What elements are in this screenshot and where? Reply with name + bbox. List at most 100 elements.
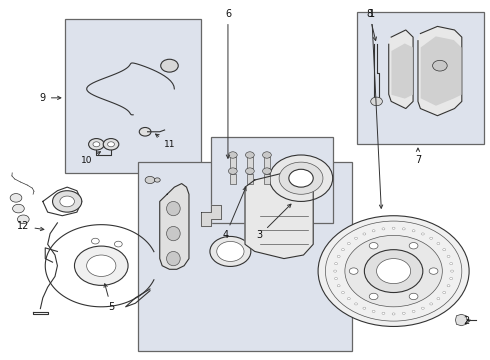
- Circle shape: [433, 60, 447, 71]
- Circle shape: [74, 246, 128, 285]
- Circle shape: [93, 142, 100, 147]
- Circle shape: [430, 303, 433, 305]
- Bar: [264, 174, 270, 184]
- Text: 4: 4: [222, 187, 246, 240]
- Bar: [230, 174, 236, 184]
- Circle shape: [60, 196, 74, 207]
- Circle shape: [355, 237, 358, 239]
- Polygon shape: [245, 173, 313, 258]
- Circle shape: [355, 303, 358, 305]
- Text: 8: 8: [366, 9, 376, 40]
- Circle shape: [443, 292, 446, 294]
- Circle shape: [382, 312, 385, 314]
- Circle shape: [392, 313, 395, 315]
- Text: 7: 7: [415, 148, 421, 165]
- Circle shape: [345, 235, 442, 307]
- Circle shape: [349, 268, 358, 274]
- Circle shape: [228, 168, 237, 174]
- Circle shape: [347, 243, 350, 244]
- Circle shape: [245, 152, 254, 158]
- Circle shape: [376, 258, 411, 284]
- Circle shape: [263, 152, 271, 158]
- Circle shape: [421, 307, 424, 309]
- Circle shape: [402, 228, 405, 230]
- Circle shape: [371, 97, 382, 106]
- Circle shape: [245, 168, 254, 174]
- Text: 6: 6: [225, 9, 231, 158]
- Circle shape: [369, 243, 378, 249]
- Circle shape: [92, 238, 99, 244]
- Circle shape: [450, 262, 453, 265]
- Circle shape: [87, 255, 116, 276]
- Bar: [138, 162, 352, 351]
- Circle shape: [342, 249, 344, 251]
- Circle shape: [139, 127, 151, 136]
- Bar: [230, 157, 236, 168]
- Text: 9: 9: [40, 93, 61, 103]
- Text: 1: 1: [368, 9, 383, 208]
- Circle shape: [337, 285, 340, 287]
- Circle shape: [270, 155, 333, 202]
- Circle shape: [337, 255, 340, 257]
- Text: 10: 10: [81, 152, 100, 165]
- Circle shape: [334, 270, 337, 272]
- Polygon shape: [456, 314, 467, 326]
- Circle shape: [402, 312, 405, 314]
- Circle shape: [382, 228, 385, 230]
- Circle shape: [409, 243, 418, 249]
- Text: 5: 5: [104, 284, 114, 312]
- Bar: [247, 157, 253, 168]
- Circle shape: [13, 204, 24, 213]
- Circle shape: [103, 139, 119, 150]
- Circle shape: [363, 307, 366, 309]
- Circle shape: [335, 278, 338, 280]
- Circle shape: [217, 242, 244, 261]
- Text: 3: 3: [257, 204, 291, 240]
- Circle shape: [412, 310, 415, 312]
- Circle shape: [412, 230, 415, 232]
- Circle shape: [18, 215, 29, 224]
- Circle shape: [437, 298, 440, 300]
- Circle shape: [289, 169, 313, 187]
- Polygon shape: [392, 44, 412, 98]
- Circle shape: [161, 59, 178, 72]
- Circle shape: [372, 230, 375, 232]
- Circle shape: [279, 162, 323, 194]
- Circle shape: [443, 249, 446, 251]
- Circle shape: [421, 233, 424, 235]
- Ellipse shape: [167, 202, 180, 216]
- Circle shape: [447, 255, 450, 257]
- Circle shape: [430, 237, 433, 239]
- Polygon shape: [418, 26, 462, 116]
- Text: 12: 12: [17, 221, 44, 231]
- Circle shape: [437, 243, 440, 244]
- Polygon shape: [160, 184, 189, 269]
- Bar: [357, 12, 484, 144]
- Circle shape: [447, 285, 450, 287]
- Circle shape: [392, 227, 395, 229]
- Circle shape: [52, 191, 82, 212]
- Circle shape: [108, 142, 115, 147]
- Circle shape: [89, 139, 104, 150]
- Circle shape: [10, 194, 22, 202]
- Text: 2: 2: [464, 316, 470, 326]
- Circle shape: [342, 292, 344, 294]
- Polygon shape: [201, 205, 220, 226]
- Circle shape: [335, 262, 338, 265]
- Ellipse shape: [167, 226, 180, 241]
- Polygon shape: [421, 37, 461, 105]
- Circle shape: [228, 152, 237, 158]
- Ellipse shape: [167, 251, 180, 266]
- Circle shape: [318, 216, 469, 327]
- Bar: [65, 19, 201, 173]
- Circle shape: [263, 168, 271, 174]
- Polygon shape: [389, 30, 413, 109]
- Circle shape: [429, 268, 438, 274]
- Circle shape: [115, 241, 122, 247]
- Bar: [247, 174, 253, 184]
- Circle shape: [363, 233, 366, 235]
- Bar: [264, 157, 270, 168]
- Bar: [211, 137, 333, 223]
- Circle shape: [409, 293, 418, 300]
- Circle shape: [450, 278, 453, 280]
